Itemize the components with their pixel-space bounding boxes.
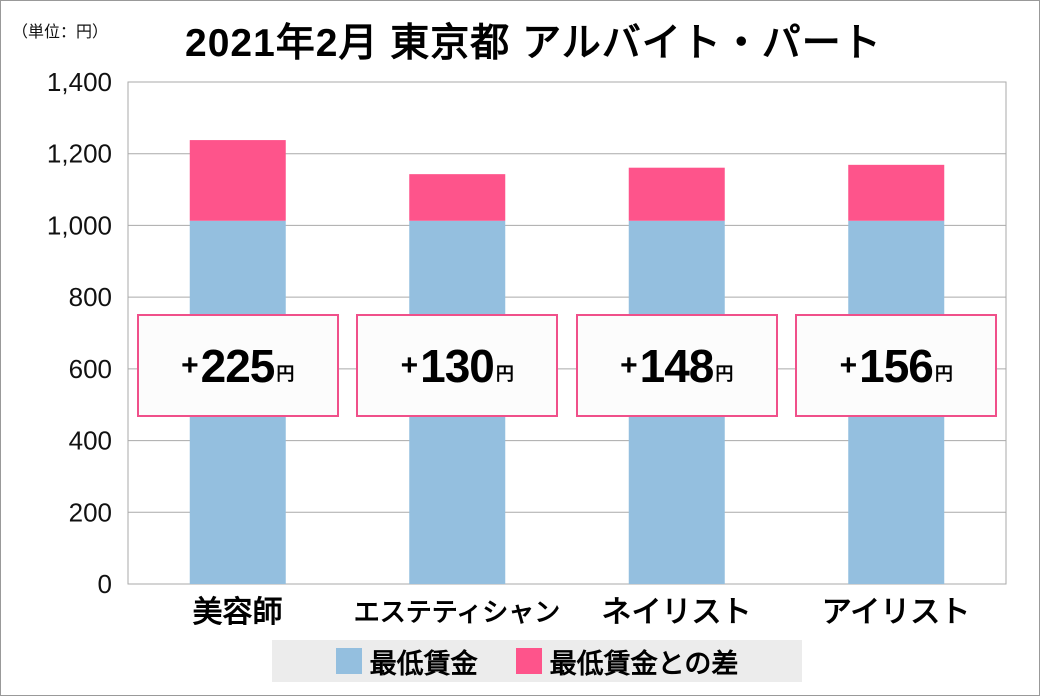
data-label-box: +225 円 (136, 314, 339, 417)
chart-title: 2021年2月 東京都 アルバイト・パート (185, 22, 882, 65)
legend-item-min-wage: 最低賃金 (335, 642, 478, 681)
data-label-unit: 円 (934, 363, 953, 384)
data-label-box: +130 円 (356, 314, 559, 417)
legend-swatch-min-wage (335, 648, 362, 674)
unit-label: （単位：円） (12, 24, 109, 41)
bar-difference (848, 164, 945, 221)
y-tick-label: 1,400 (47, 67, 112, 97)
y-tick-label: 0 (98, 569, 112, 599)
legend-label: 最低賃金 (369, 648, 478, 679)
y-tick-label: 600 (69, 354, 112, 384)
bar-difference (628, 167, 725, 221)
x-tick-label: 美容師 (192, 596, 283, 629)
data-label-value: 148 (639, 339, 715, 392)
data-label-plus: + (620, 348, 638, 382)
data-label-value: 156 (859, 339, 934, 392)
legend-label: 最低賃金との差 (549, 648, 739, 679)
data-label-unit: 円 (715, 363, 734, 384)
x-tick-label: ネイリスト (601, 596, 752, 629)
y-tick-label: 1,200 (47, 139, 112, 169)
legend-swatch-difference (515, 648, 542, 674)
data-label-unit: 円 (276, 363, 295, 384)
y-tick-label: 800 (69, 282, 112, 312)
y-tick-label: 1,000 (47, 210, 112, 240)
data-label-plus: + (839, 348, 858, 382)
data-label-box: +148 円 (575, 314, 778, 417)
x-tick-label: アイリスト (821, 596, 971, 629)
x-tick-label: エステティシャン (353, 597, 561, 627)
y-tick-label: 400 (69, 426, 112, 456)
data-label-value: 225 (200, 339, 276, 392)
data-label-plus: + (400, 348, 419, 382)
data-label-value: 130 (420, 339, 495, 392)
data-label-unit: 円 (495, 363, 514, 384)
legend-item-difference: 最低賃金との差 (515, 642, 739, 681)
bar-difference (409, 174, 506, 221)
data-label-box: +156 円 (795, 314, 998, 417)
legend: 最低賃金 最低賃金との差 (272, 640, 802, 682)
bar-difference (189, 140, 286, 221)
y-tick-label: 200 (69, 497, 112, 527)
data-label-plus: + (181, 348, 199, 382)
